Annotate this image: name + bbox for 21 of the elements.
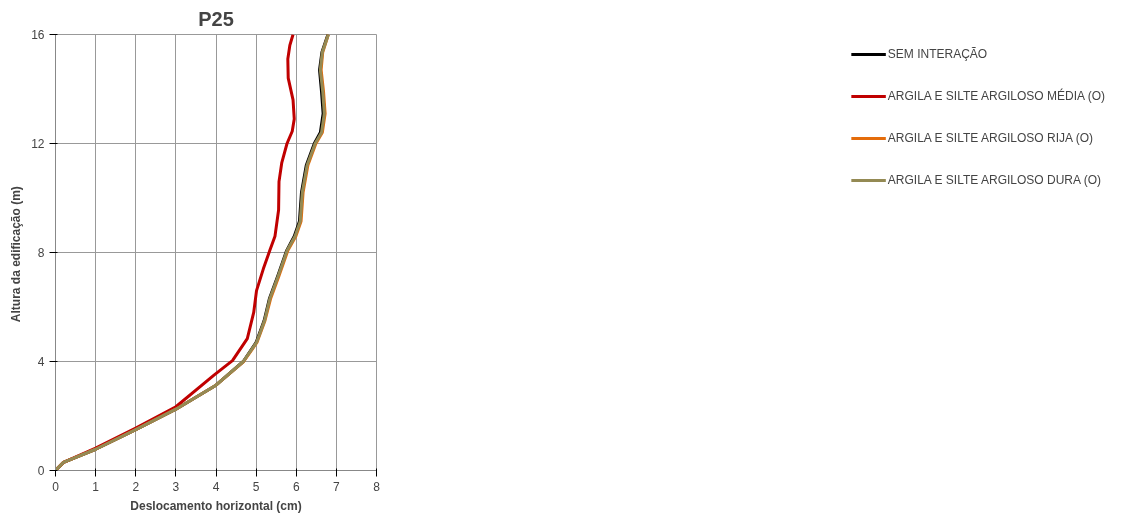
x-tick-label: 2 [132,479,140,494]
legend-label: ARGILA E SILTE ARGILOSO DURA (O) [887,173,1101,187]
legend-label: ARGILA E SILTE ARGILOSO RIJA (O) [887,131,1093,145]
y-tick-label: 4 [37,355,45,369]
x-tick-label: 1 [92,479,100,494]
x-tick-label: 0 [52,479,60,494]
x-axis-title: Deslocamento horizontal (cm) [130,498,302,513]
x-tick-label: 6 [292,479,300,494]
y-tick-label: 16 [31,28,45,42]
y-tick-label: 8 [37,246,45,260]
x-tick-label: 5 [252,479,260,494]
y-axis-title: Altura da edificação (m) [9,186,24,323]
x-tick-label: 8 [373,479,381,494]
x-tick-label: 7 [333,479,341,494]
y-tick-label: 12 [31,137,45,151]
x-tick-label: 4 [212,479,220,494]
legend-label: SEM INTERAÇÃO [887,47,988,61]
x-tick-label: 3 [172,479,180,494]
chart-title: P25 [198,7,234,30]
y-tick-label: 0 [37,464,45,478]
legend-label: ARGILA E SILTE ARGILOSO MÉDIA (O) [887,89,1105,103]
